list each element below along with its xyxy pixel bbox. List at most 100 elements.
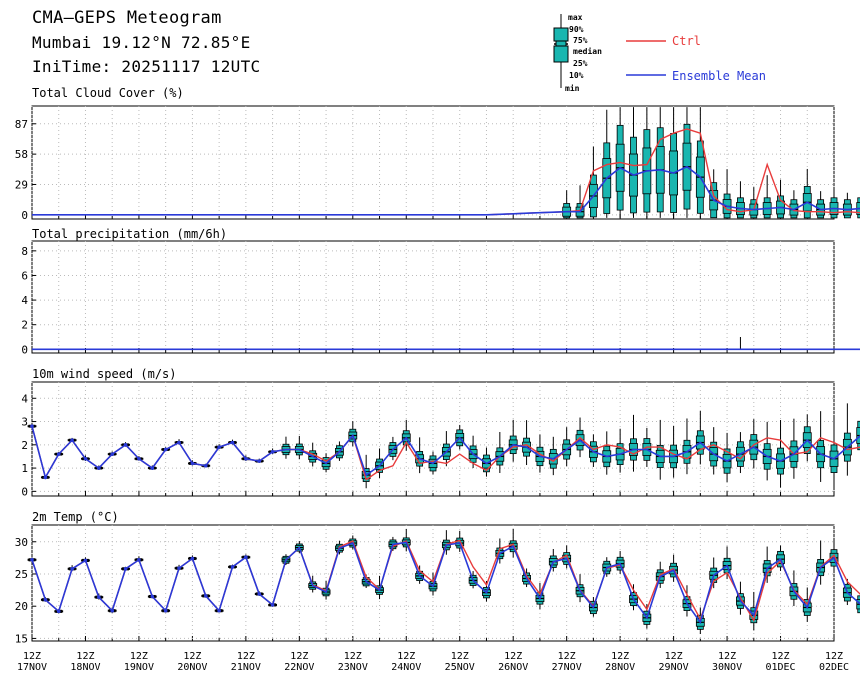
ensemble-box <box>802 168 812 219</box>
x-tick-hour: 12Z <box>130 651 148 662</box>
mean-dot <box>56 452 61 456</box>
ensemble-box <box>842 192 852 219</box>
mean-dot <box>203 463 208 468</box>
mean-dot <box>30 558 34 562</box>
x-tick-hour: 12Z <box>665 651 683 662</box>
mean-dot <box>43 475 48 480</box>
mean-dot <box>70 567 74 571</box>
y-tick-label: 25 <box>15 568 28 581</box>
ensemble-box <box>776 420 785 488</box>
ensemble-box <box>856 420 860 451</box>
legend-p25: 25% <box>573 59 588 68</box>
y-tick-label: 15 <box>15 632 28 645</box>
mean-dot <box>123 567 128 571</box>
mean-dot <box>97 595 101 599</box>
y-tick-label: 6 <box>21 269 28 282</box>
y-tick-label: 0 <box>21 209 28 222</box>
mean-dot <box>190 461 195 466</box>
panel-title: Total Cloud Cover (%) <box>32 86 184 100</box>
ensemble-box <box>829 188 839 219</box>
panel-3: 2m Temp (°C) 15 20 25 30 <box>15 510 860 645</box>
ensemble-box <box>789 190 799 219</box>
mean-dot <box>83 456 88 461</box>
panel-title: 2m Temp (°C) <box>32 510 119 524</box>
mean-dot <box>137 456 141 461</box>
x-tick-hour: 12Z <box>504 651 522 662</box>
mean-dot <box>56 609 61 614</box>
x-tick-date: 22NOV <box>284 662 314 673</box>
ensemble-box <box>722 432 732 483</box>
x-tick-date: 29NOV <box>659 662 689 673</box>
legend: max 90% 75% median 25% 10% min Ctrl Ense… <box>553 13 766 93</box>
mean-line <box>31 541 860 625</box>
ensemble-box <box>842 403 852 476</box>
y-tick-label: 4 <box>21 294 28 307</box>
legend-p90: 90% <box>569 25 584 34</box>
legend-box-icon <box>553 14 569 88</box>
x-tick-hour: 12Z <box>611 651 629 662</box>
mean-dot <box>43 597 48 602</box>
mean-dot <box>230 440 235 445</box>
y-tick-label: 58 <box>15 148 28 161</box>
mean-dot <box>123 443 128 447</box>
legend-median: median <box>573 46 602 56</box>
mean-dot <box>177 440 181 445</box>
ensemble-box <box>789 418 799 479</box>
legend-mean-label: Ensemble Mean <box>672 69 766 83</box>
mean-dot <box>150 594 155 599</box>
ensemble-box <box>816 191 826 219</box>
mean-dot <box>257 459 262 463</box>
ensemble-box <box>669 425 678 478</box>
legend-min: min <box>565 83 580 93</box>
x-tick-date: 27NOV <box>552 662 582 673</box>
y-tick-label: 8 <box>21 245 28 258</box>
mean-dot <box>244 456 248 461</box>
x-tick-date: 24NOV <box>391 662 421 673</box>
ensemble-box <box>495 431 505 474</box>
panel-title: 10m wind speed (m/s) <box>32 367 177 381</box>
ensemble-box <box>856 595 860 614</box>
mean-dot <box>70 438 74 442</box>
x-tick-hour: 12Z <box>23 651 41 662</box>
y-tick-label: 2 <box>21 319 28 332</box>
x-tick-date: 18NOV <box>70 662 100 673</box>
x-tick-hour: 12Z <box>290 651 308 662</box>
mean-dot <box>203 594 208 598</box>
y-tick-label: 20 <box>15 600 28 613</box>
mean-line <box>31 425 860 480</box>
mean-dot <box>150 466 155 470</box>
ensemble-box <box>602 431 612 475</box>
mean-dot <box>110 608 114 613</box>
ctrl-line <box>32 128 860 216</box>
panel-0: Total Cloud Cover (%) 0 29 58 87 <box>15 86 860 222</box>
x-tick-date: 17NOV <box>17 662 47 673</box>
x-tick-hour: 12Z <box>451 651 469 662</box>
x-tick-date: 23NOV <box>338 662 368 673</box>
ensemble-box <box>575 574 585 603</box>
x-tick-date: 25NOV <box>445 662 475 673</box>
meteogram-title: CMA—GEPS Meteogram <box>32 8 222 28</box>
mean-dot <box>83 558 88 563</box>
panels: Total Cloud Cover (%) 0 29 58 87 Total precip… <box>15 86 860 645</box>
mean-dot <box>137 558 141 562</box>
y-tick-label: 2 <box>21 439 28 452</box>
ensemble-box <box>562 190 572 219</box>
mean-dot <box>110 452 114 456</box>
x-tick-date: 28NOV <box>605 662 635 673</box>
mean-dot <box>244 555 248 560</box>
y-tick-label: 4 <box>21 392 28 405</box>
mean-dot <box>270 449 275 454</box>
x-axis: 12Z17NOV12Z18NOV12Z19NOV12Z20NOV12Z21NOV… <box>17 651 849 673</box>
ensemble-box <box>816 411 826 482</box>
mean-dot <box>97 466 101 470</box>
mean-line <box>32 165 860 216</box>
ensemble-box <box>695 411 705 465</box>
mean-dot <box>257 592 262 596</box>
ensemble-box <box>508 419 518 462</box>
x-tick-hour: 12Z <box>558 651 576 662</box>
ensemble-box <box>629 414 638 472</box>
x-tick-date: 19NOV <box>124 662 154 673</box>
mean-line <box>32 348 860 351</box>
x-tick-date: 30NOV <box>712 662 742 673</box>
